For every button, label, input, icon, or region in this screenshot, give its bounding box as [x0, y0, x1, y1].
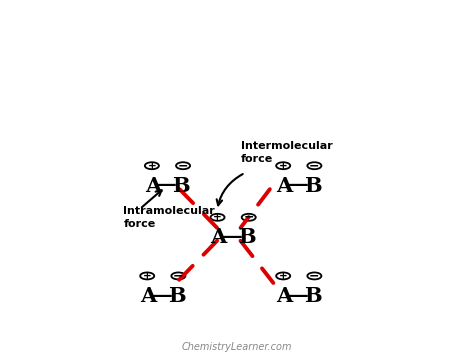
Text: —: —	[288, 285, 309, 305]
Text: −: −	[173, 270, 183, 282]
Text: —: —	[152, 285, 173, 305]
Text: ChemistryLearner.com: ChemistryLearner.com	[182, 342, 292, 352]
Text: B: B	[168, 286, 185, 306]
Text: Intermolecular vs.: Intermolecular vs.	[87, 29, 387, 57]
Text: A: A	[145, 176, 161, 196]
Text: —: —	[288, 174, 309, 194]
Text: A: A	[140, 286, 156, 306]
Text: A: A	[276, 176, 292, 196]
Text: +: +	[143, 271, 152, 281]
Text: −: −	[309, 270, 319, 282]
Text: −: −	[244, 211, 254, 224]
Text: Intramolecular Forces: Intramolecular Forces	[57, 85, 417, 113]
Text: —: —	[222, 226, 243, 246]
Text: −: −	[178, 159, 188, 172]
Text: —: —	[156, 174, 177, 194]
Text: +: +	[279, 271, 288, 281]
Text: B: B	[304, 286, 321, 306]
Text: +: +	[279, 161, 288, 171]
Text: A: A	[276, 286, 292, 306]
Text: A: A	[210, 227, 227, 247]
Text: −: −	[309, 159, 319, 172]
Text: Intermolecular
force: Intermolecular force	[240, 141, 332, 164]
Text: B: B	[304, 176, 321, 196]
Text: B: B	[238, 227, 255, 247]
Text: B: B	[173, 176, 190, 196]
Text: +: +	[147, 161, 156, 171]
Text: Intramolecular
force: Intramolecular force	[123, 206, 215, 229]
Text: +: +	[213, 212, 222, 222]
